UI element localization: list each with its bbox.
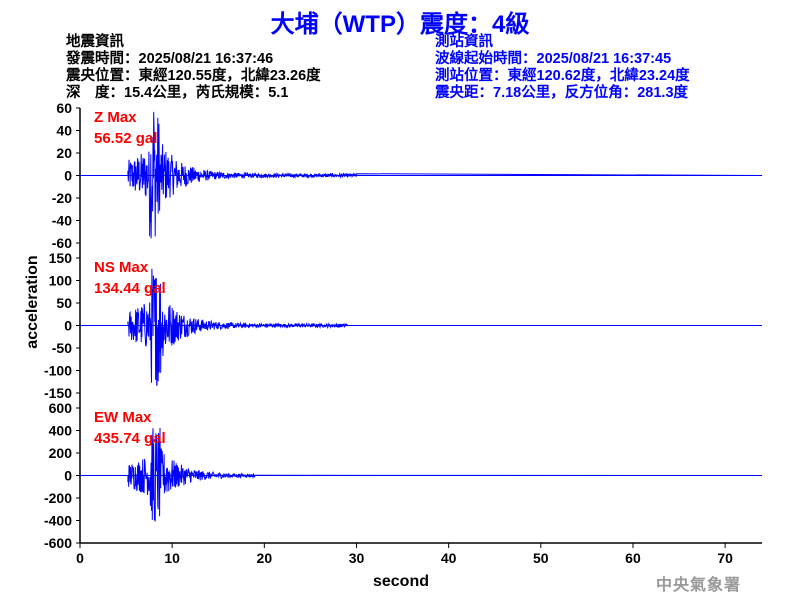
x-tick-label: 10 bbox=[164, 550, 180, 566]
y-tick-label: 100 bbox=[49, 273, 73, 289]
x-tick-label: 20 bbox=[257, 550, 273, 566]
y-tick-label: -20 bbox=[52, 190, 72, 206]
origin-time: 發震時間：2025/08/21 16:37:46 bbox=[66, 51, 274, 67]
y-tick-label: -600 bbox=[44, 535, 72, 551]
station-info: 測站資訊 波線起始時間：2025/08/21 16:37:45 測站位置：東經120… bbox=[435, 34, 690, 102]
depth-magnitude: 深 度：15.4公里，芮氏規模：5.1 bbox=[66, 85, 289, 101]
x-axis-label: second bbox=[373, 573, 429, 590]
watermark: 中央氣象署 bbox=[656, 575, 742, 594]
y-tick-label: -60 bbox=[52, 235, 72, 251]
x-tick-label: 60 bbox=[625, 550, 641, 566]
max-value-EW: 435.74 gal bbox=[94, 430, 166, 447]
y-tick-label: -400 bbox=[44, 513, 72, 529]
y-tick-label: 200 bbox=[49, 445, 73, 461]
y-tick-label: 600 bbox=[49, 400, 73, 416]
event-info-heading: 地震資訊 bbox=[66, 34, 124, 50]
station-location: 測站位置：東經120.62度，北緯23.24度 bbox=[435, 68, 690, 84]
y-tick-label: 20 bbox=[56, 145, 72, 161]
chart-title: 大埔（WTP）震度：4級 bbox=[270, 11, 530, 38]
max-value-NS: 134.44 gal bbox=[94, 280, 166, 297]
x-tick-label: 30 bbox=[349, 550, 365, 566]
y-tick-label: -50 bbox=[52, 340, 72, 356]
waveform-EW bbox=[80, 427, 763, 522]
epicenter: 震央位置：東經120.55度，北緯23.26度 bbox=[66, 68, 321, 84]
max-label-EW: EW Max bbox=[94, 409, 152, 426]
y-tick-label: 0 bbox=[64, 318, 72, 334]
y-tick-label: -200 bbox=[44, 490, 72, 506]
waveform-NS bbox=[80, 268, 762, 386]
epicentral-distance: 震央距：7.18公里，反方位角：281.3度 bbox=[435, 85, 689, 101]
y-tick-label: -40 bbox=[52, 213, 72, 229]
y-tick-label: 150 bbox=[49, 250, 73, 266]
y-tick-label: 0 bbox=[64, 468, 72, 484]
wave-start: 波線起始時間：2025/08/21 16:37:45 bbox=[435, 51, 672, 67]
x-tick-label: 50 bbox=[533, 550, 549, 566]
y-tick-label: -100 bbox=[44, 363, 72, 379]
x-tick-label: 70 bbox=[717, 550, 733, 566]
max-value-Z: 56.52 gal bbox=[94, 130, 157, 147]
y-tick-label: 50 bbox=[56, 295, 72, 311]
y-tick-label: -150 bbox=[44, 385, 72, 401]
waveform-Z bbox=[80, 111, 763, 239]
x-tick-label: 0 bbox=[76, 550, 84, 566]
y-axis-label: acceleration bbox=[24, 255, 41, 348]
max-label-NS: NS Max bbox=[94, 259, 149, 276]
event-info: 地震資訊 發震時間：2025/08/21 16:37:46 震央位置：東經120.5… bbox=[66, 34, 321, 102]
y-tick-label: 0 bbox=[64, 168, 72, 184]
x-tick-label: 40 bbox=[441, 550, 457, 566]
y-tick-label: 400 bbox=[49, 423, 73, 439]
max-label-Z: Z Max bbox=[94, 109, 137, 126]
y-tick-label: 40 bbox=[56, 123, 72, 139]
station-info-heading: 測站資訊 bbox=[435, 34, 493, 50]
y-tick-label: 60 bbox=[56, 100, 72, 116]
